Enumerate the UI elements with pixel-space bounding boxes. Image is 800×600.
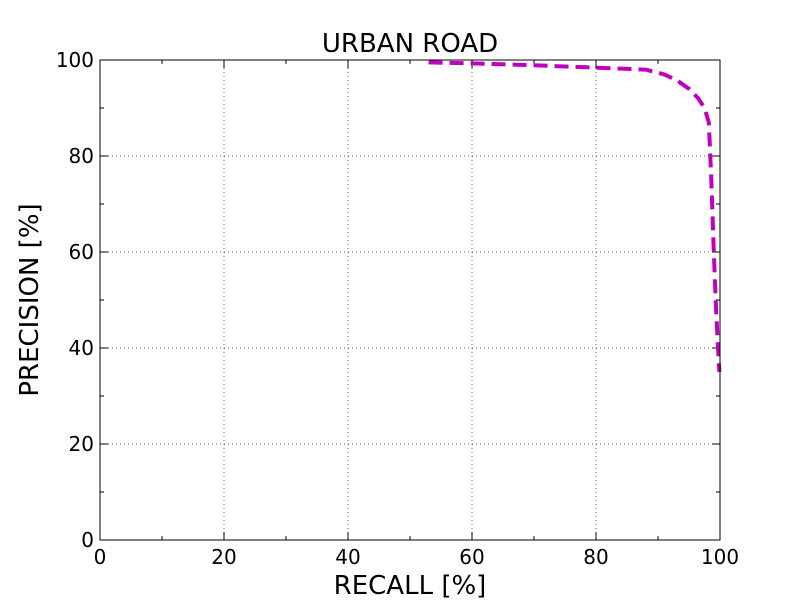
tick-marks [99, 59, 721, 541]
y-tick-label: 20 [69, 432, 94, 456]
x-tick-label: 20 [211, 545, 236, 569]
y-tick-label: 0 [81, 528, 94, 552]
pr-curve-line [428, 60, 722, 373]
chart-title: URBAN ROAD [322, 29, 498, 59]
x-tick-labels: 0 20 40 60 80 100 [94, 545, 739, 569]
x-tick-label: 60 [459, 545, 484, 569]
y-tick-label: 100 [56, 48, 94, 72]
x-axis-label: RECALL [%] [334, 571, 487, 600]
series-group [428, 60, 722, 373]
y-tick-labels: 0 20 40 60 80 100 [56, 48, 94, 552]
x-tick-label: 40 [335, 545, 360, 569]
y-tick-label: 60 [69, 240, 94, 264]
x-tick-label: 100 [701, 545, 739, 569]
y-axis-label: PRECISION [%] [15, 203, 45, 396]
x-tick-label: 0 [94, 545, 107, 569]
x-tick-label: 80 [583, 545, 608, 569]
plot-frame [99, 59, 721, 541]
y-tick-label: 80 [69, 144, 94, 168]
grid-lines [100, 60, 720, 540]
y-tick-label: 40 [69, 336, 94, 360]
